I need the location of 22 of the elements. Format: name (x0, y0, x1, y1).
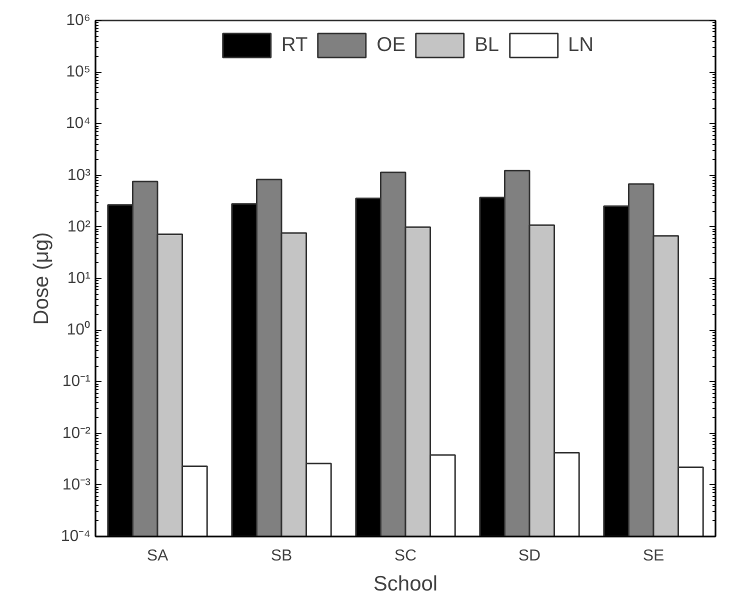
y-tick-label: 10⁵ (66, 64, 91, 81)
x-axis-title: School (373, 572, 438, 596)
x-tick-label: SC (394, 548, 417, 564)
y-tick-label: 10⁻³ (62, 476, 92, 494)
y-tick-label: 10¹ (67, 270, 90, 287)
x-tick-label: SA (146, 548, 168, 564)
y-tick-label: 10⁴ (66, 115, 91, 132)
y-tick-label: 10⁰ (66, 320, 90, 339)
legend-label: OE (376, 34, 406, 56)
y-tick-label: 10² (67, 218, 92, 236)
y-tick-label: 10⁻² (62, 424, 92, 442)
x-tick-label: SE (642, 548, 664, 564)
legend-label: BL (474, 34, 500, 56)
y-tick-label: 10⁻⁴ (60, 528, 91, 545)
y-tick-label: 10⁶ (66, 12, 91, 29)
y-axis-title: Dose (μg) (30, 232, 53, 325)
x-tick-label: SB (270, 548, 292, 564)
x-tick-label: SD (518, 548, 541, 564)
y-tick-label: 10⁻¹ (62, 373, 90, 390)
legend-label: LN (568, 34, 594, 56)
y-tick-label: 10³ (67, 166, 92, 184)
legend-label: RT (281, 34, 308, 56)
